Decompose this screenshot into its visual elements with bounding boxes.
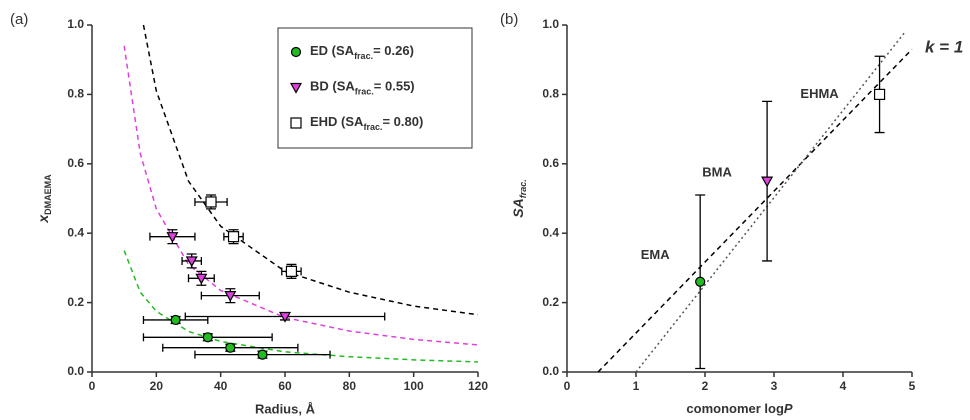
x-tick-label: 40 <box>214 379 228 393</box>
y-tick-label: 1.0 <box>67 17 84 31</box>
label-part: EHD (SA <box>310 114 364 129</box>
y-tick-label: 0.4 <box>542 225 559 239</box>
y-tick-label: 0.0 <box>542 364 559 378</box>
legend-marker <box>290 46 302 58</box>
point-label: EHMA <box>800 86 839 101</box>
data-point <box>761 176 774 188</box>
y-axis-label: xDMAEMA <box>35 174 54 224</box>
x-tick-label: 5 <box>909 379 916 393</box>
y-tick-label: 0.6 <box>542 156 559 170</box>
data-point <box>185 256 198 268</box>
label-part: = 0.55) <box>374 79 415 94</box>
panel-label: (b) <box>500 11 518 28</box>
data-point <box>224 291 237 302</box>
label-part: frac. <box>355 87 374 97</box>
legend-label: EHD (SAfrac.= 0.80) <box>310 114 423 132</box>
fit-line <box>635 31 906 373</box>
y-tick-label: 0.6 <box>67 156 84 170</box>
legend-label: ED (SAfrac.= 0.26) <box>310 43 414 61</box>
x-tick-label: 80 <box>343 379 357 393</box>
label-part: SA <box>510 198 526 217</box>
label-part: = 0.26) <box>373 43 414 58</box>
fit-line <box>597 48 913 373</box>
x-tick-label: 0 <box>564 379 571 393</box>
x-tick-label: 100 <box>404 379 424 393</box>
y-tick-label: 0.2 <box>67 295 84 309</box>
legend-label: BD (SAfrac.= 0.55) <box>310 79 415 97</box>
label-part: DMAEMA <box>43 174 53 215</box>
data-point <box>227 231 240 243</box>
y-tick-label: 1.0 <box>542 17 559 31</box>
x-tick-label: 20 <box>150 379 164 393</box>
x-tick-label: 0 <box>89 379 96 393</box>
panel-label: (a) <box>10 11 28 28</box>
data-point <box>170 314 181 326</box>
y-tick-label: 0.8 <box>67 87 84 101</box>
legend-marker <box>290 117 302 129</box>
x-tick-label: 3 <box>771 379 778 393</box>
label-part: BD (SA <box>310 79 355 94</box>
label-part: x <box>35 214 51 224</box>
x-tick-label: 4 <box>840 379 847 393</box>
fit-line <box>123 45 479 346</box>
x-axis-label: comonomer logP <box>686 401 793 416</box>
y-tick-label: 0.0 <box>67 364 84 378</box>
data-point <box>195 273 208 285</box>
label-part: P <box>784 401 793 416</box>
data-point <box>695 276 706 287</box>
label-part: frac. <box>518 179 528 198</box>
fit-line <box>142 24 479 316</box>
label-part: = 0.80) <box>382 114 423 129</box>
data-point <box>205 196 217 208</box>
x-tick-label: 120 <box>468 379 488 393</box>
label-part: ED (SA <box>310 43 355 58</box>
annotation: k = 1 <box>925 37 963 56</box>
data-point <box>285 265 298 277</box>
x-axis-label: Radius, Å <box>255 401 316 416</box>
y-axis-label: SAfrac. <box>510 179 529 217</box>
y-tick-label: 0.4 <box>67 225 84 239</box>
legend-box <box>277 27 473 149</box>
point-label: EMA <box>641 247 671 262</box>
label-part: frac. <box>363 122 382 132</box>
data-point <box>873 88 886 101</box>
x-tick-label: 1 <box>633 379 640 393</box>
x-tick-label: 2 <box>702 379 709 393</box>
fit-line <box>123 250 479 363</box>
data-point <box>257 349 268 360</box>
data-point <box>278 311 292 323</box>
y-tick-label: 0.8 <box>542 87 559 101</box>
y-tick-label: 0.2 <box>542 295 559 309</box>
data-point <box>202 332 213 343</box>
label-part: comonomer log <box>686 401 784 416</box>
data-point <box>166 232 179 243</box>
point-label: BMA <box>702 165 732 180</box>
legend-marker <box>289 82 303 94</box>
data-point <box>225 342 236 353</box>
label-part: frac. <box>354 51 373 61</box>
x-tick-label: 60 <box>278 379 292 393</box>
